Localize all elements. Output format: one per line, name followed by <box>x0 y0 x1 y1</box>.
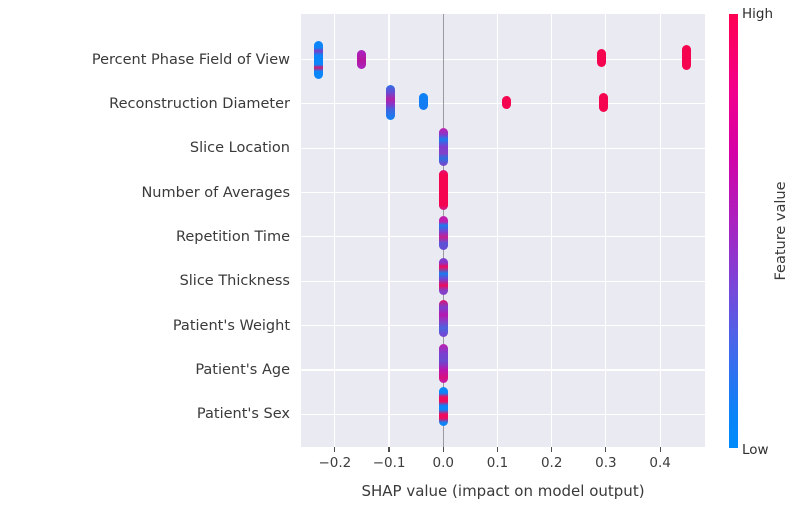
shap-point-cluster <box>438 299 448 337</box>
gridline-horizontal <box>301 147 705 149</box>
x-tick-mark <box>551 447 553 452</box>
shap-point-cluster <box>596 48 606 67</box>
gridline-horizontal <box>301 236 705 238</box>
feature-label: Percent Phase Field of View <box>91 51 290 68</box>
x-tick-label: −0.1 <box>372 455 406 471</box>
x-tick-label: 0.0 <box>432 455 455 471</box>
shap-point-cluster <box>438 258 448 296</box>
x-tick-label: 0.3 <box>595 455 617 471</box>
shap-point-cluster <box>502 95 512 109</box>
shap-point-cluster <box>314 40 324 79</box>
feature-label: Slice Location <box>189 140 290 157</box>
x-tick-mark <box>659 447 661 452</box>
shap-point-cluster <box>598 92 608 112</box>
shap-point-cluster <box>438 169 448 210</box>
x-tick-mark <box>388 447 390 452</box>
shap-point-cluster <box>681 44 691 70</box>
gridline-vertical <box>388 14 390 447</box>
gridline-horizontal <box>301 191 705 194</box>
plot-area <box>301 14 705 447</box>
colorbar-title: Feature value <box>773 181 789 281</box>
gridline-vertical <box>551 14 553 447</box>
feature-label: Repetition Time <box>175 228 290 245</box>
feature-label: Patient's Sex <box>196 406 290 423</box>
feature-label: Reconstruction Diameter <box>109 95 290 112</box>
x-tick-mark <box>334 447 336 452</box>
shap-point-cluster <box>438 343 448 383</box>
feature-value-colorbar <box>729 14 738 448</box>
gridline-horizontal <box>301 280 705 282</box>
feature-label: Patient's Weight <box>172 317 290 334</box>
x-tick-label: −0.2 <box>318 455 352 471</box>
gridline-vertical <box>605 14 607 447</box>
shap-point-cluster <box>418 92 428 110</box>
x-tick-label: 0.1 <box>486 455 509 471</box>
gridline-horizontal <box>301 369 705 371</box>
x-tick-mark <box>442 447 444 452</box>
shap-point-cluster <box>385 84 395 120</box>
gridline-horizontal <box>301 325 705 327</box>
gridline-vertical <box>659 14 661 447</box>
feature-label: Number of Averages <box>141 184 290 201</box>
shap-point-cluster <box>438 215 448 250</box>
x-tick-label: 0.2 <box>540 455 563 471</box>
colorbar-low-label: Low <box>742 442 769 458</box>
x-tick-label: 0.4 <box>649 455 671 471</box>
feature-label: Patient's Age <box>195 361 290 378</box>
gridline-vertical <box>496 14 499 447</box>
shap-point-cluster <box>438 387 448 427</box>
x-axis-title: SHAP value (impact on model output) <box>361 482 645 500</box>
gridline-horizontal <box>301 413 705 415</box>
colorbar-high-label: High <box>742 6 774 22</box>
feature-label: Slice Thickness <box>179 273 290 290</box>
gridline-vertical <box>334 14 336 447</box>
x-tick-mark <box>496 447 499 452</box>
x-tick-mark <box>605 447 607 452</box>
shap-point-cluster <box>357 49 367 69</box>
gridline-horizontal <box>301 58 705 61</box>
shap-point-cluster <box>438 128 448 167</box>
